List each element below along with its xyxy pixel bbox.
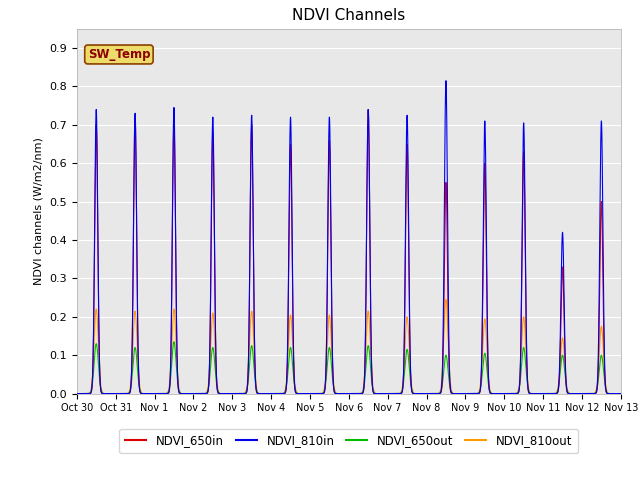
Title: NDVI Channels: NDVI Channels — [292, 9, 405, 24]
Y-axis label: NDVI channels (W/m2/nm): NDVI channels (W/m2/nm) — [34, 137, 44, 285]
Text: SW_Temp: SW_Temp — [88, 48, 150, 61]
Legend: NDVI_650in, NDVI_810in, NDVI_650out, NDVI_810out: NDVI_650in, NDVI_810in, NDVI_650out, NDV… — [119, 429, 579, 454]
